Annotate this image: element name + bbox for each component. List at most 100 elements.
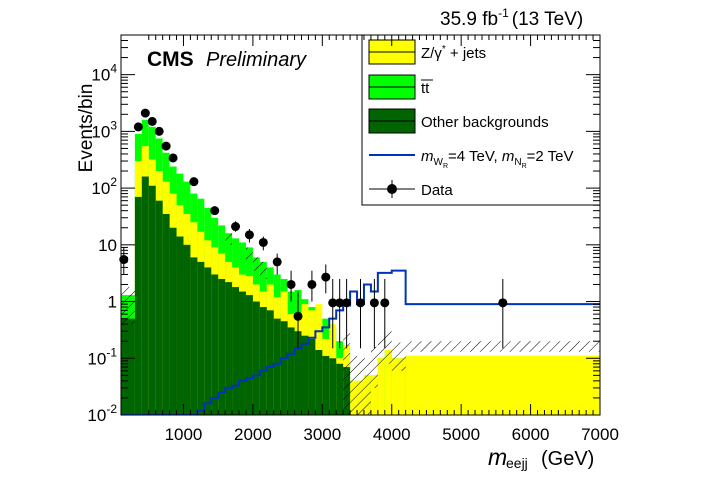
x-tick-label: 3000 (303, 425, 341, 444)
other-bar (155, 200, 163, 415)
uncertainty-band (259, 261, 267, 279)
plot-area (121, 119, 600, 415)
preliminary-label: Preliminary (206, 49, 307, 71)
data-point (244, 230, 254, 240)
uncertainty-band (225, 230, 233, 245)
data-point (189, 177, 199, 187)
uncertainty-band (350, 355, 358, 415)
other-bar (322, 355, 330, 415)
zjets-bar (384, 349, 392, 415)
x-tick-label: 2000 (234, 425, 272, 444)
other-bar (287, 327, 295, 415)
data-point (293, 311, 303, 321)
legend-label-data: Data (421, 182, 453, 199)
other-bar (259, 307, 267, 415)
zjets-bar (405, 355, 600, 415)
uncertainty-band (384, 331, 392, 364)
legend-label-zjets: Z/γ* + jets (421, 44, 486, 62)
y-tick-label: 1 (108, 293, 117, 312)
other-bar (232, 287, 240, 415)
legend-label-other: Other backgrounds (421, 114, 549, 131)
data-point (133, 122, 143, 132)
other-bar (315, 349, 323, 415)
data-layer (119, 108, 508, 349)
data-point (356, 298, 365, 308)
data-point (498, 298, 508, 308)
other-bar (218, 278, 226, 415)
uncertainty-band (252, 257, 260, 271)
uncertainty-band (245, 247, 253, 262)
other-bar (197, 261, 205, 415)
other-bar (225, 282, 233, 415)
data-point (307, 279, 317, 289)
data-point (147, 116, 157, 126)
x-tick-label: 4000 (373, 425, 411, 444)
data-point (342, 298, 352, 308)
data-point (154, 126, 164, 136)
axis-layer: 1000 2000 3000 4000 5000 6000 7000 10-2 10-1 1 10 1… (87, 34, 619, 444)
legend-label-signal: mWR=4 TeV, mNR=2 TeV (421, 148, 573, 170)
data-point (210, 206, 220, 216)
y-tick-label: 10 (98, 236, 117, 255)
uncertainty-band (121, 287, 135, 325)
other-bar (273, 318, 281, 415)
uncertainty-band (343, 332, 351, 415)
legend-label-ttbar: tt (421, 80, 430, 97)
y-axis-title: Events/bin (76, 84, 97, 173)
y-tick-label: 104 (91, 62, 117, 85)
other-bar (190, 257, 198, 415)
other-bar (141, 176, 149, 415)
other-bar (134, 196, 142, 415)
data-point (286, 279, 296, 289)
data-point (321, 272, 331, 282)
lumi-exponent: -1 (498, 6, 509, 20)
stack-layer (121, 119, 600, 415)
other-bar (336, 363, 344, 415)
other-bar (245, 295, 253, 415)
data-point (231, 222, 241, 232)
cms-label: CMS (147, 48, 194, 71)
zjets-bar (391, 358, 406, 415)
other-bar (211, 274, 219, 415)
x-tick-label: 1000 (165, 425, 203, 444)
other-bar (308, 338, 316, 415)
legend: Z/γ* + jets tt Other backgrounds mWR=4 T… (361, 34, 601, 206)
x-tick-label: 7000 (581, 425, 619, 444)
data-point (369, 298, 379, 308)
uncertainty-band (391, 342, 406, 371)
legend-marker-data (387, 184, 397, 194)
x-axis-title-unit: (GeV) (541, 448, 594, 470)
data-point (258, 237, 268, 247)
other-bar (239, 291, 246, 415)
zjets-bar (377, 358, 385, 415)
y-tick-label: 10-1 (87, 345, 117, 368)
y-tick-label: 102 (91, 175, 117, 198)
uncertainty-band (363, 358, 371, 415)
data-point (335, 298, 345, 308)
x-tick-label: 5000 (442, 425, 480, 444)
data-point (140, 108, 150, 118)
data-point (328, 298, 338, 308)
other-bar (294, 331, 302, 415)
data-point (168, 153, 178, 163)
svg-text:35.9 fb-1(13 TeV): 35.9 fb-1 (13 TeV) (440, 6, 583, 30)
lumi-energy: (13 TeV) (512, 9, 583, 30)
x-tick-label: 6000 (512, 425, 550, 444)
x-axis-title-m: m (488, 444, 507, 470)
other-bar (169, 227, 177, 415)
zjets-bar (370, 375, 378, 415)
other-bar (162, 213, 170, 415)
x-axis-title-sub: eejj (506, 455, 528, 471)
uncertainty-band (377, 335, 385, 368)
uncertainty-band (370, 346, 378, 388)
lumi-value: 35.9 fb (440, 9, 498, 30)
data-point (380, 298, 390, 308)
y-tick-label: 103 (91, 118, 117, 141)
other-bar (252, 301, 260, 415)
other-bar (183, 244, 191, 415)
other-bar (204, 267, 212, 415)
data-point (161, 141, 171, 151)
uncertainty-band (357, 355, 364, 415)
other-bar (176, 236, 184, 415)
